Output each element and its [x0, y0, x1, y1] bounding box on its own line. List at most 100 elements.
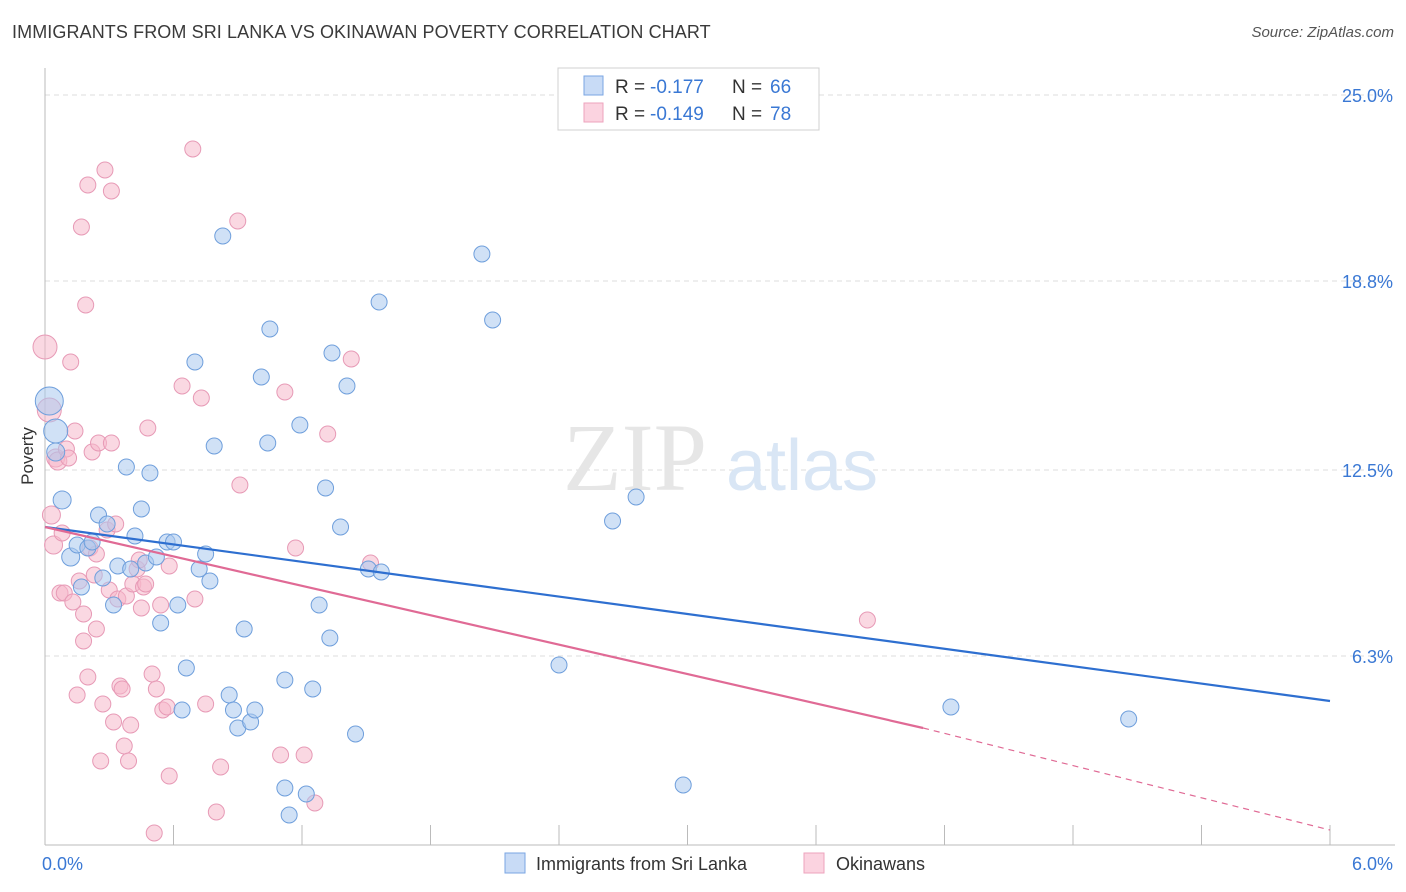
sri-lanka-point [169, 596, 187, 614]
sri-lanka-point [317, 479, 335, 497]
grid-layer [45, 94, 1395, 657]
stats-r-label-blue: R = [615, 77, 645, 98]
okinawans-point [113, 680, 131, 698]
y-tick-label: 18.8% [1342, 272, 1393, 292]
okinawans-point [197, 695, 215, 713]
okinawans-point [44, 535, 64, 555]
sri-lanka-point [186, 353, 204, 371]
sri-lanka-point [43, 418, 69, 444]
okinawans-point [231, 476, 249, 494]
sri-lanka-point [46, 442, 66, 462]
okinawans-point [858, 611, 876, 629]
chart-source: Source: ZipAtlas.com [1251, 24, 1394, 41]
okinawans-point [229, 212, 247, 230]
trend-layer [44, 525, 1331, 831]
sri-lanka-point [173, 701, 191, 719]
sri-lanka-point [117, 458, 135, 476]
okinawans-point [102, 182, 120, 200]
okinawans-point [120, 752, 138, 770]
stats-box: R = -0.177 N = 66 R = -0.149 N = 78 [557, 67, 820, 131]
stats-n-value-pink: 78 [770, 104, 791, 125]
okinawans-point [41, 505, 61, 525]
stats-r-value-blue: -0.177 [650, 77, 704, 98]
sri-lanka-point [132, 500, 150, 518]
sri-lanka-point [473, 245, 491, 263]
sri-lanka-point [280, 806, 298, 824]
okinawans-point [184, 140, 202, 158]
legend-swatch-okinawans [803, 852, 825, 874]
okinawans-point [64, 593, 82, 611]
sri-lanka-point [261, 320, 279, 338]
sri-lanka-point [52, 490, 72, 510]
points-sri-lanka [34, 227, 1138, 824]
sri-lanka-point [304, 680, 322, 698]
okinawans-point [75, 605, 93, 623]
okinawans-point [77, 296, 95, 314]
sri-lanka-point [297, 785, 315, 803]
okinawans-point [287, 539, 305, 557]
sri-lanka-point [235, 620, 253, 638]
legend-swatch-sri-lanka [504, 852, 526, 874]
okinawans-point [75, 632, 93, 650]
y-axis-label: Poverty [18, 427, 37, 485]
okinawans-point [145, 824, 163, 842]
sri-lanka-point [276, 779, 294, 797]
okinawans-point [32, 334, 58, 360]
sri-lanka-point [370, 293, 388, 311]
okinawans-point [115, 737, 133, 755]
stats-n-label-pink: N = [732, 104, 762, 125]
sri-lanka-point [141, 464, 159, 482]
sri-lanka-point [224, 701, 242, 719]
sri-lanka-point [165, 533, 182, 551]
sri-lanka-point [34, 386, 64, 416]
okinawans-point [276, 383, 294, 401]
x-tick-label: 6.0% [1352, 854, 1393, 874]
sri-lanka-point [72, 578, 90, 596]
sri-lanka-point [205, 437, 223, 455]
y-tick-label: 12.5% [1342, 461, 1393, 481]
watermark: ZIP atlas [563, 404, 878, 511]
okinawans-point [212, 758, 230, 776]
sri-lanka-point [177, 659, 195, 677]
stats-n-value-blue: 66 [770, 77, 791, 98]
sri-lanka-point [152, 614, 170, 632]
stats-swatch-blue [583, 75, 604, 96]
okinawans-point [102, 434, 120, 452]
sri-lanka-point [338, 377, 356, 395]
sri-lanka-point [105, 596, 123, 614]
okinawans-point [79, 176, 97, 194]
okinawans-point [160, 767, 178, 785]
okinawans-point [139, 419, 157, 437]
okinawans-point [122, 716, 140, 734]
sri-lanka-point [122, 560, 140, 578]
okinawans-point [105, 713, 123, 731]
okinawans-point [272, 746, 290, 764]
sri-lanka-point [246, 701, 264, 719]
okinawans-point [158, 698, 176, 716]
okinawans-point [96, 161, 114, 179]
sri-lanka-point [323, 344, 341, 362]
x-tick-label: 0.0% [42, 854, 83, 874]
y-tick-label: 25.0% [1342, 86, 1393, 106]
sri-lanka-point [321, 629, 339, 647]
okinawans-point [66, 422, 84, 440]
sri-lanka-point [332, 518, 350, 536]
okinawans-point [87, 620, 105, 638]
axis-layer: 6.3% 12.5% 18.8% 25.0% 0.0% 6.0% [42, 68, 1395, 874]
sri-lanka-point [484, 311, 502, 329]
sri-lanka-point [627, 488, 645, 506]
okinawans-point [72, 218, 90, 236]
okinawans-point [342, 350, 360, 368]
chart-title: IMMIGRANTS FROM SRI LANKA VS OKINAWAN PO… [12, 22, 711, 42]
sri-lanka-point [942, 698, 960, 716]
sri-lanka-point [94, 569, 112, 587]
okinawans-point [137, 575, 155, 593]
okinawans-point [160, 557, 178, 575]
okinawans-point [143, 665, 161, 683]
sri-lanka-point [259, 434, 277, 452]
sri-lanka-point [214, 227, 232, 245]
legend-label-sri-lanka: Immigrants from Sri Lanka [536, 854, 748, 874]
sri-lanka-point [291, 416, 309, 434]
sri-lanka-point [310, 596, 328, 614]
